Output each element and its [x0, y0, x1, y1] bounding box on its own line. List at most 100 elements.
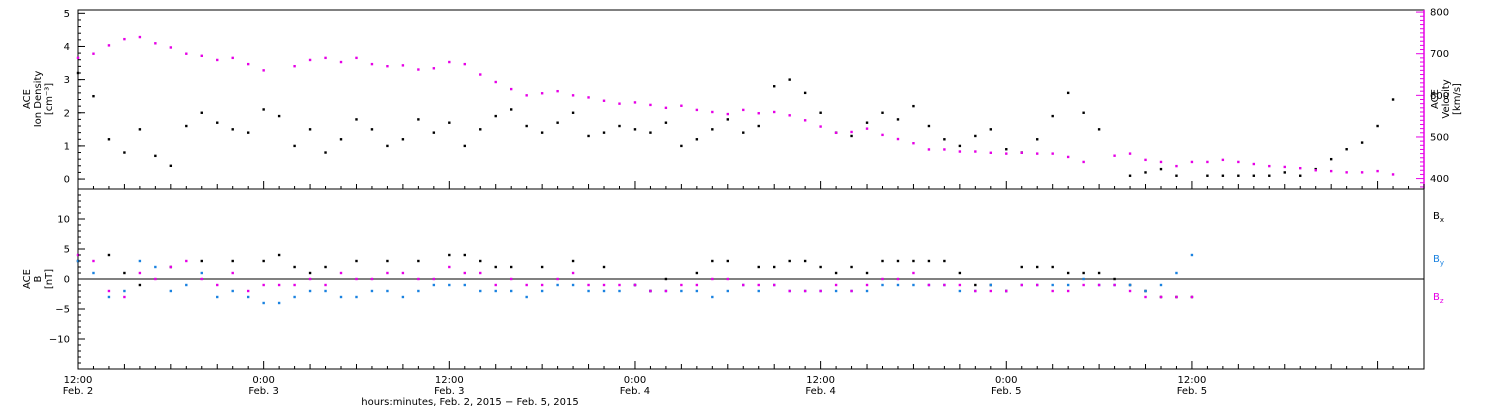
density-point	[1066, 91, 1070, 95]
by-point	[618, 289, 621, 293]
bz-point	[1020, 283, 1023, 287]
density-point	[200, 111, 203, 114]
by-point	[834, 289, 838, 293]
by-point	[757, 289, 760, 293]
bz-point	[773, 283, 776, 287]
by-point	[154, 265, 157, 269]
density-point	[1036, 138, 1039, 141]
velocity-point	[76, 56, 80, 60]
density-point	[773, 85, 776, 88]
bx-point	[1097, 271, 1101, 275]
velocity-point	[509, 87, 513, 91]
density-point	[912, 104, 915, 108]
velocity-point	[711, 110, 714, 114]
velocity-point	[989, 151, 993, 154]
density-point	[246, 131, 250, 134]
bz-point	[912, 271, 915, 275]
bx-point	[602, 265, 606, 269]
bz-point	[386, 271, 389, 275]
bx-point	[803, 259, 807, 263]
velocity-point	[123, 37, 126, 41]
velocity-point	[1175, 164, 1178, 168]
density-tick-label: 2	[64, 108, 70, 119]
bz-point	[293, 283, 296, 287]
by-point	[525, 295, 528, 299]
bz-point	[989, 289, 993, 293]
bx-point	[308, 271, 312, 275]
bz-point	[618, 283, 621, 287]
density-point	[788, 78, 791, 81]
time-tick-label-hour: 12:00	[64, 375, 93, 386]
bx-point	[1051, 265, 1054, 269]
by-point	[540, 289, 544, 293]
velocity-point	[401, 64, 405, 67]
bz-point	[695, 283, 699, 287]
bx-point	[1082, 271, 1085, 275]
velocity-point	[819, 125, 822, 128]
velocity-point	[850, 130, 853, 134]
legend-bx-sub: x	[1440, 216, 1444, 224]
bx-point	[912, 259, 915, 263]
bz-point	[417, 277, 420, 281]
density-point	[1005, 148, 1008, 151]
density-point	[618, 124, 621, 128]
legend-by-sub: y	[1440, 259, 1444, 267]
density-point	[293, 144, 296, 148]
bx-point	[1066, 271, 1070, 275]
bz-point	[927, 283, 931, 287]
density-point	[370, 128, 374, 131]
b-tick-label: 0	[64, 275, 70, 286]
time-tick-label-date: Feb. 5	[1177, 386, 1207, 397]
bx-point	[1036, 265, 1039, 269]
bz-point	[1144, 295, 1147, 299]
velocity-point	[556, 89, 559, 93]
legend-bz-sub: z	[1440, 297, 1444, 305]
density-point	[308, 128, 312, 131]
time-tick-label-hour: 0:00	[252, 375, 274, 386]
velocity-point	[587, 96, 590, 99]
velocity-point	[927, 148, 931, 151]
density-point	[185, 124, 188, 128]
magnetic-data-points	[76, 253, 1194, 305]
by-point	[695, 289, 699, 293]
density-point	[216, 121, 219, 124]
bz-point	[943, 283, 946, 287]
velocity-point	[1283, 165, 1286, 169]
bz-point	[525, 283, 528, 287]
density-point	[1376, 124, 1379, 128]
bz-point	[432, 277, 436, 281]
velocity-point	[370, 62, 374, 66]
density-point	[355, 118, 358, 121]
bz-point	[246, 289, 250, 293]
density-point	[850, 134, 853, 138]
density-point	[1283, 171, 1286, 174]
by-point	[680, 289, 683, 293]
density-point	[262, 108, 265, 111]
bz-point	[664, 289, 668, 293]
velocity-point	[571, 94, 575, 97]
velocity-point	[773, 110, 776, 114]
velocity-point	[1221, 158, 1225, 162]
velocity-point	[386, 64, 389, 68]
density-point	[231, 128, 234, 131]
density-point	[1237, 174, 1240, 177]
velocity-point	[881, 133, 884, 137]
by-point	[262, 301, 265, 305]
density-point	[1221, 174, 1225, 177]
bz-point	[1005, 289, 1008, 293]
bx-point	[943, 259, 946, 263]
density-point	[417, 118, 420, 121]
by-point	[401, 295, 405, 299]
b-tick-label: −5	[55, 305, 70, 316]
velocity-point	[231, 56, 234, 60]
velocity-point	[695, 108, 699, 112]
by-point	[138, 259, 142, 263]
bx-point	[262, 259, 265, 263]
density-point	[1345, 148, 1348, 151]
by-point	[169, 289, 173, 293]
density-point	[1175, 174, 1178, 177]
bx-point	[711, 259, 714, 263]
velocity-point	[1159, 160, 1163, 164]
density-point	[927, 124, 931, 128]
